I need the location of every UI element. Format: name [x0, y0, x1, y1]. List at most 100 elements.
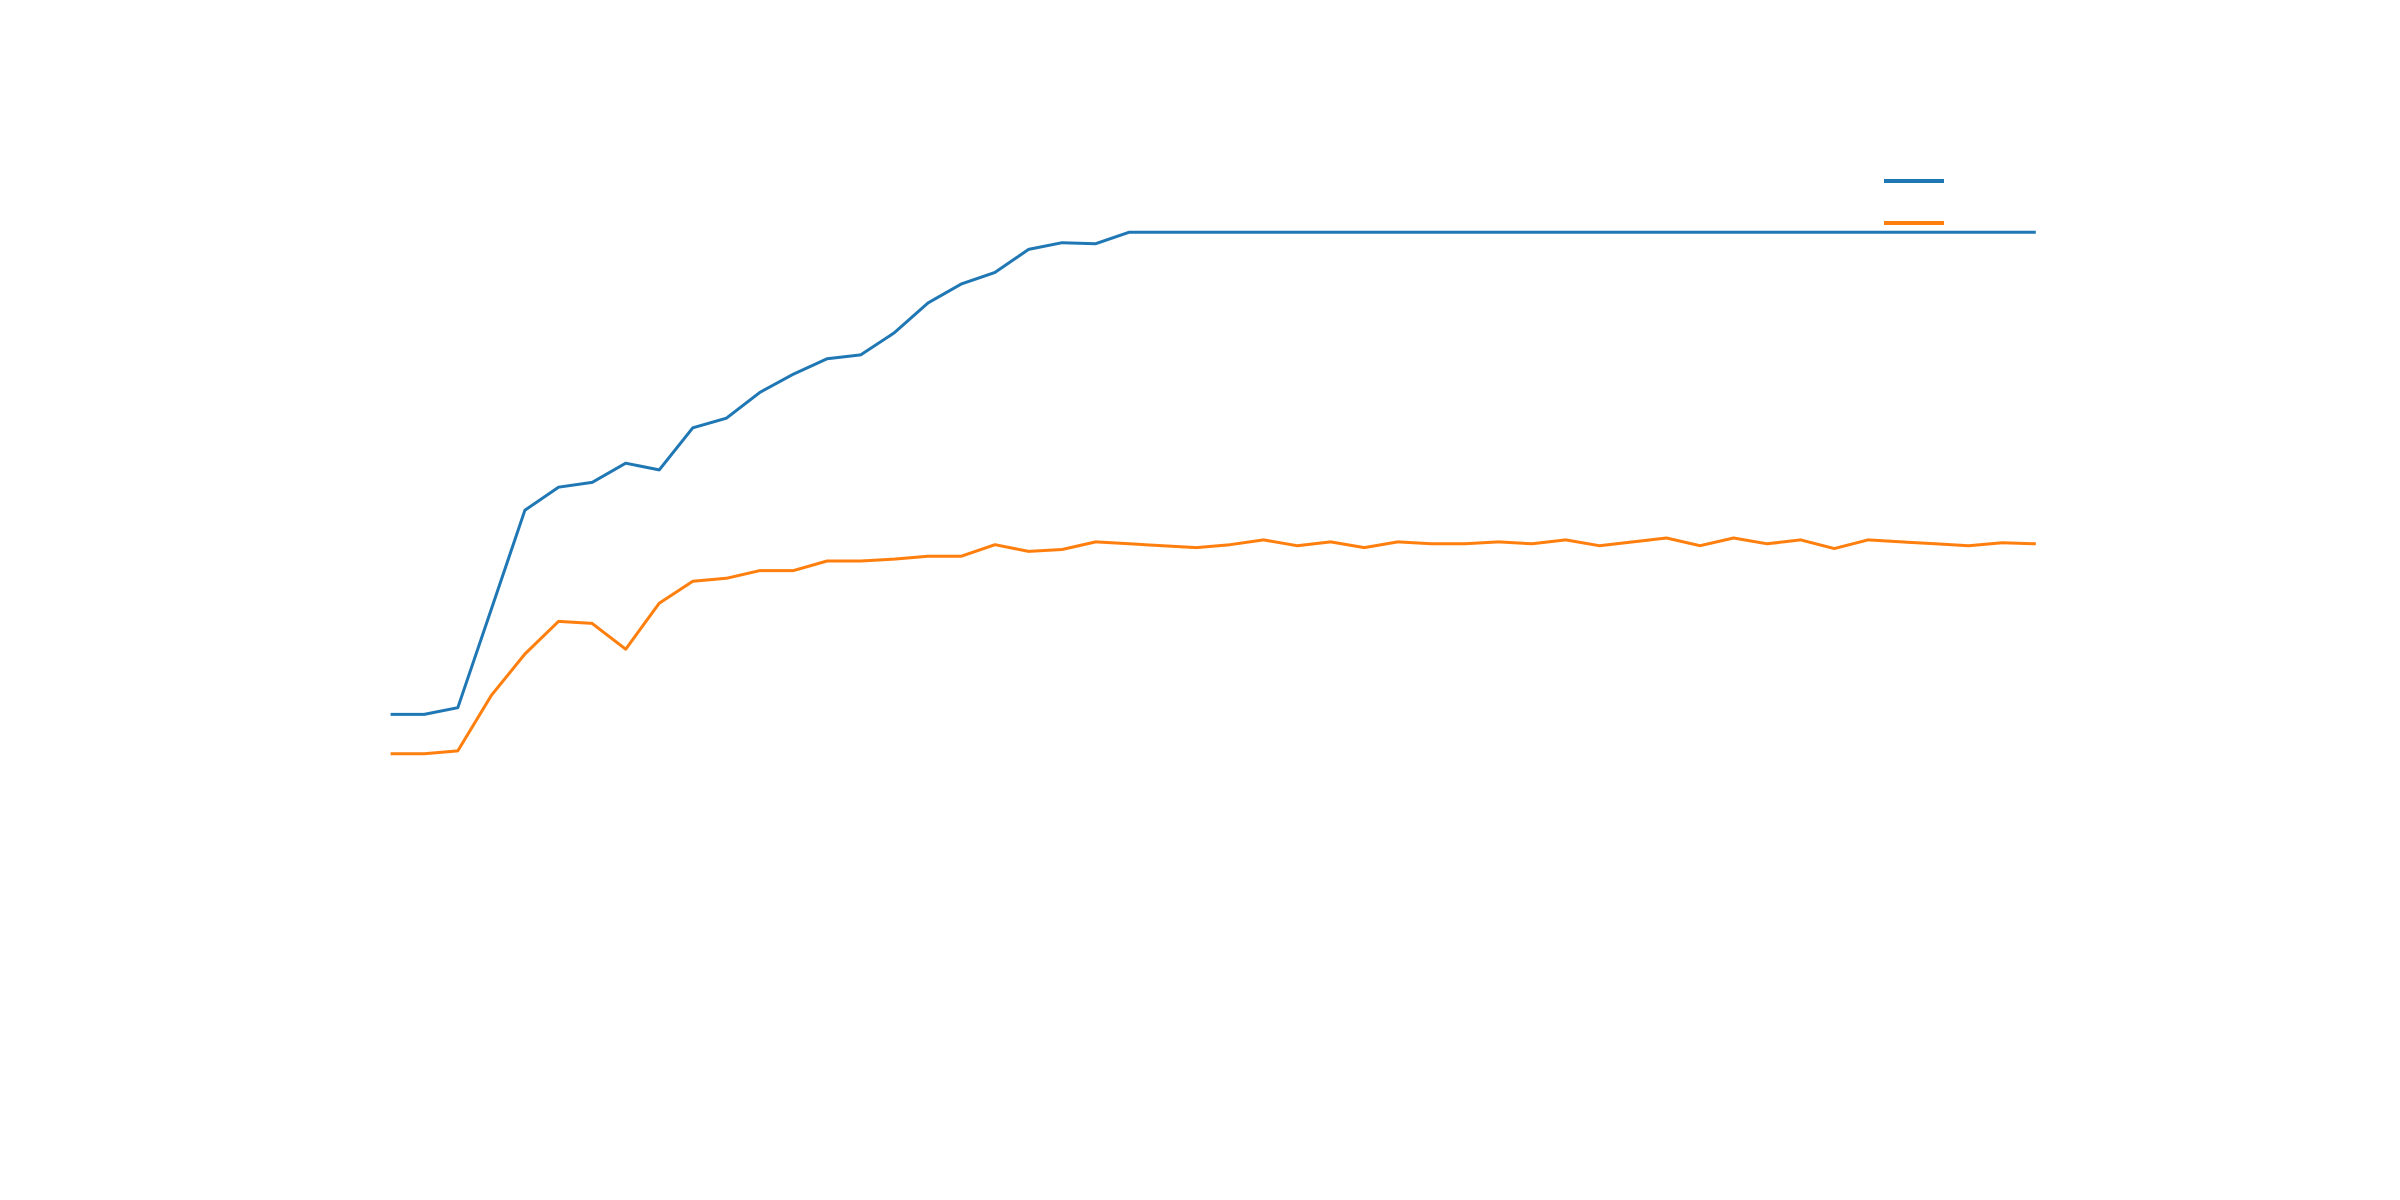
series-2-point [994, 543, 997, 546]
series-layer [389, 230, 2037, 756]
series-1-point [926, 302, 929, 305]
series-2-point [792, 569, 795, 572]
series-2-point [1766, 542, 1769, 545]
series-1-point [1464, 231, 1467, 234]
series-1-point [1799, 231, 1802, 234]
series-2-point [1531, 542, 1534, 545]
series-1-point [826, 357, 829, 360]
series-2-point [1934, 542, 1937, 545]
series-2-point [658, 602, 661, 605]
series-2-point [1061, 548, 1064, 551]
series-1-point [1665, 231, 1668, 234]
series-2 [389, 536, 2037, 756]
series-2-point [926, 555, 929, 558]
series-2-point [456, 749, 459, 752]
series-1-point [1061, 241, 1064, 244]
series-2-point [1329, 540, 1332, 543]
series-2-point [624, 648, 627, 651]
series-2-point [1195, 546, 1198, 549]
series-2-point [1866, 538, 1869, 541]
series-2-point [1363, 546, 1366, 549]
series-2-point [1799, 538, 1802, 541]
series-1-point [423, 713, 426, 716]
series-1-point [2001, 231, 2004, 234]
series-2-point [1900, 540, 1903, 543]
series-2-point [1833, 547, 1836, 550]
series-2-point [859, 560, 862, 563]
series-1-point [691, 426, 694, 429]
series-2-point [826, 560, 829, 563]
series-1-point [759, 391, 762, 394]
series-2-point [1262, 538, 1265, 541]
series-2-point [1027, 550, 1030, 553]
series-1-point [1128, 231, 1131, 234]
series-1-point [725, 417, 728, 420]
series-1-point [1866, 231, 1869, 234]
series-2-point [2034, 542, 2037, 545]
series-1-point [591, 481, 594, 484]
series-2-point [960, 555, 963, 558]
series-1-point [1934, 231, 1937, 234]
series-1-point [859, 353, 862, 356]
series-2-point [523, 653, 526, 656]
series-2-point [1631, 540, 1634, 543]
series-1-point [1967, 231, 1970, 234]
series-2-point [490, 694, 493, 697]
series-2-point [557, 620, 560, 623]
series-2-point [1430, 542, 1433, 545]
series-2-point [1699, 544, 1702, 547]
series-1-point [1262, 231, 1265, 234]
series-1-point [1497, 231, 1500, 234]
series-1-point [658, 468, 661, 471]
series-1-point [893, 331, 896, 334]
series-1-point [1363, 231, 1366, 234]
series-1-point [456, 706, 459, 709]
series-2-point [591, 622, 594, 625]
series-1-point [389, 713, 392, 716]
series-2-point [1665, 537, 1668, 540]
series-2-point [1464, 542, 1467, 545]
series-1-point [2034, 231, 2037, 234]
legend [1884, 179, 1944, 225]
series-1-point [1430, 231, 1433, 234]
series-2-point [1497, 540, 1500, 543]
series-1-point [1027, 248, 1030, 251]
series-2-point [691, 580, 694, 583]
series-1-point [1564, 231, 1567, 234]
series-1-point [1161, 231, 1164, 234]
series-2-point [893, 558, 896, 561]
series-2-point [1094, 540, 1097, 543]
series-2-point [423, 752, 426, 755]
series-2-point [1598, 544, 1601, 547]
series-2-point [759, 569, 762, 572]
series-1-point [1631, 231, 1634, 234]
series-1-point [1396, 231, 1399, 234]
series-1-point [557, 486, 560, 489]
series-1-point [1732, 231, 1735, 234]
series-1-point [1329, 231, 1332, 234]
series-2-point [1128, 542, 1131, 545]
series-2-point [1161, 544, 1164, 547]
series-1-point [1531, 231, 1534, 234]
series-1 [389, 230, 2037, 716]
series-1-point [1094, 242, 1097, 245]
series-1-point [1296, 231, 1299, 234]
series-1-point [1229, 231, 1232, 234]
series-2-point [1967, 544, 1970, 547]
series-2-point [1296, 544, 1299, 547]
series-1-point [1195, 231, 1198, 234]
series-2-point [389, 752, 392, 755]
series-1-line [390, 230, 2036, 716]
series-1-point [792, 373, 795, 376]
series-2-point [1564, 538, 1567, 541]
series-1-point [1699, 231, 1702, 234]
series-2-point [725, 577, 728, 580]
series-1-point [1833, 231, 1836, 234]
series-2-point [1732, 537, 1735, 540]
series-2-line [390, 536, 2036, 756]
series-1-point [1766, 231, 1769, 234]
series-2-point [2001, 541, 2004, 544]
series-1-point [1900, 231, 1903, 234]
